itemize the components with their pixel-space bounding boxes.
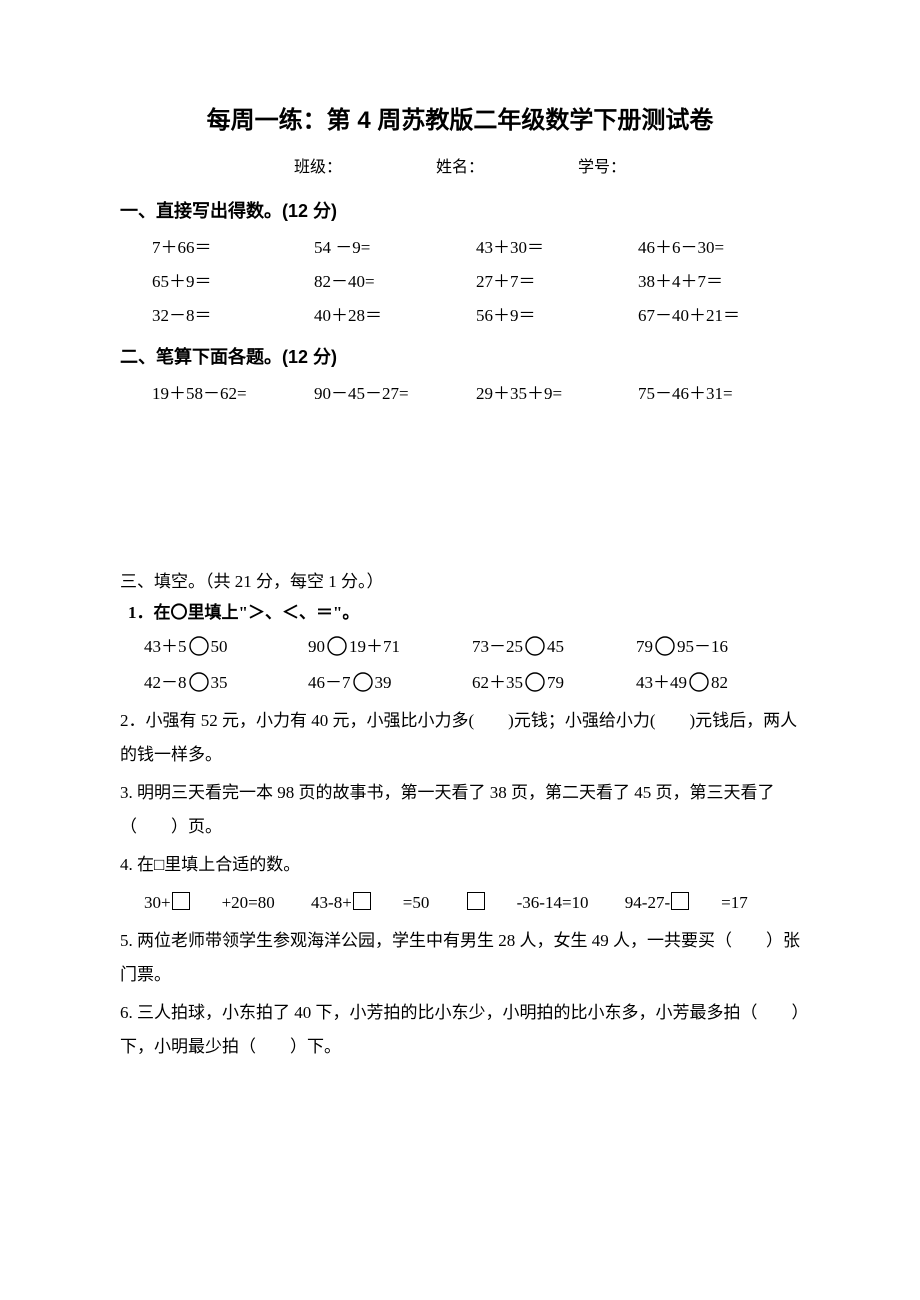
q1-cell: 46－7 39 — [308, 665, 472, 701]
compare-right: 35 — [211, 673, 228, 692]
q1-row-1: 42－8 35 46－7 39 62＋35 79 43＋49 82 — [120, 665, 800, 701]
section3-heading: 三、填空。（共 21 分，每空 1 分。） — [120, 567, 800, 592]
compare-right: 45 — [547, 637, 564, 656]
compare-left: 79 — [636, 637, 653, 656]
circle-icon — [688, 671, 710, 693]
compare-left: 42－8 — [144, 673, 187, 692]
name-label: 姓名： — [436, 153, 484, 177]
compare-right: 50 — [211, 637, 228, 656]
sec1-row-2: 32－8＝ 40＋28＝ 56＋9＝ 67－40＋21＝ — [120, 299, 800, 333]
compare-left: 46－7 — [308, 673, 351, 692]
page-title: 每周一练：第 4 周苏教版二年级数学下册测试卷 — [120, 100, 800, 135]
sec1-cell: 54 －9= — [314, 231, 476, 265]
class-label: 班级： — [294, 153, 342, 177]
q4-heading: 4. 在□里填上合适的数。 — [120, 848, 800, 882]
circle-icon — [524, 671, 546, 693]
sec1-cell: 56＋9＝ — [476, 299, 638, 333]
q4-item: -36-14=10 — [466, 893, 589, 912]
compare-right: 39 — [375, 673, 392, 692]
compare-left: 90 — [308, 637, 325, 656]
q2-text: 2．小强有 52 元，小力有 40 元，小强比小力多( )元钱；小强给小力( )… — [120, 704, 800, 772]
student-info-row: 班级： 姓名： 学号： — [120, 153, 800, 177]
q1-cell: 62＋35 79 — [472, 665, 636, 701]
section1-heading: 一、直接写出得数。(12 分) — [120, 197, 800, 223]
q1-cell: 79 95－16 — [636, 629, 800, 665]
compare-right: 79 — [547, 673, 564, 692]
q5-text: 5. 两位老师带领学生参观海洋公园，学生中有男生 28 人，女生 49 人，一共… — [120, 924, 800, 992]
q1-heading: 1．在〇里填上"＞、＜、＝"。 — [128, 598, 800, 623]
q4-item: 94-27-=17 — [625, 893, 748, 912]
square-blank-icon — [353, 892, 371, 910]
sec2-cell: 75－46＋31= — [638, 377, 800, 411]
sec2-row-0: 19＋58－62= 90－45－27= 29＋35＋9= 75－46＋31= — [120, 377, 800, 411]
circle-icon — [654, 635, 676, 657]
sec2-cell: 90－45－27= — [314, 377, 476, 411]
circle-icon — [188, 635, 210, 657]
q1-cell: 42－8 35 — [144, 665, 308, 701]
compare-left: 43＋49 — [636, 673, 687, 692]
sec1-row-1: 65＋9＝ 82－40= 27＋7＝ 38＋4＋7＝ — [120, 265, 800, 299]
sec1-cell: 46＋6－30= — [638, 231, 800, 265]
circle-icon — [188, 671, 210, 693]
q1-cell: 43＋5 50 — [144, 629, 308, 665]
sec1-cell: 67－40＋21＝ — [638, 299, 800, 333]
sec1-cell: 43＋30＝ — [476, 231, 638, 265]
square-blank-icon — [671, 892, 689, 910]
section2-heading: 二、笔算下面各题。(12 分) — [120, 343, 800, 369]
sec1-cell: 65＋9＝ — [152, 265, 314, 299]
workspace-gap — [120, 411, 800, 561]
sec1-cell: 82－40= — [314, 265, 476, 299]
sec1-cell: 40＋28＝ — [314, 299, 476, 333]
q4-item: 43-8+=50 — [311, 893, 429, 912]
circle-icon — [326, 635, 348, 657]
q4-row: 30++20=80 43-8+=50 -36-14=10 94-27-=17 — [120, 886, 800, 920]
circle-icon — [524, 635, 546, 657]
square-blank-icon — [467, 892, 485, 910]
id-label: 学号： — [578, 153, 626, 177]
sec1-cell: 7＋66＝ — [152, 231, 314, 265]
q3-text: 3. 明明三天看完一本 98 页的故事书，第一天看了 38 页，第二天看了 45… — [120, 776, 800, 844]
sec1-row-0: 7＋66＝ 54 －9= 43＋30＝ 46＋6－30= — [120, 231, 800, 265]
sec2-cell: 19＋58－62= — [152, 377, 314, 411]
sec2-cell: 29＋35＋9= — [476, 377, 638, 411]
sec1-cell: 32－8＝ — [152, 299, 314, 333]
q4-item: 30++20=80 — [144, 893, 275, 912]
sec1-cell: 38＋4＋7＝ — [638, 265, 800, 299]
sec1-cell: 27＋7＝ — [476, 265, 638, 299]
compare-left: 43＋5 — [144, 637, 187, 656]
q6-text: 6. 三人拍球，小东拍了 40 下，小芳拍的比小东少，小明拍的比小东多，小芳最多… — [120, 996, 800, 1064]
q1-cell: 73－25 45 — [472, 629, 636, 665]
q1-cell: 90 19＋71 — [308, 629, 472, 665]
q1-cell: 43＋49 82 — [636, 665, 800, 701]
compare-right: 19＋71 — [349, 637, 400, 656]
circle-icon — [352, 671, 374, 693]
square-blank-icon — [172, 892, 190, 910]
compare-right: 95－16 — [677, 637, 728, 656]
q1-row-0: 43＋5 50 90 19＋71 73－25 45 79 95－16 — [120, 629, 800, 665]
compare-left: 62＋35 — [472, 673, 523, 692]
compare-right: 82 — [711, 673, 728, 692]
compare-left: 73－25 — [472, 637, 523, 656]
